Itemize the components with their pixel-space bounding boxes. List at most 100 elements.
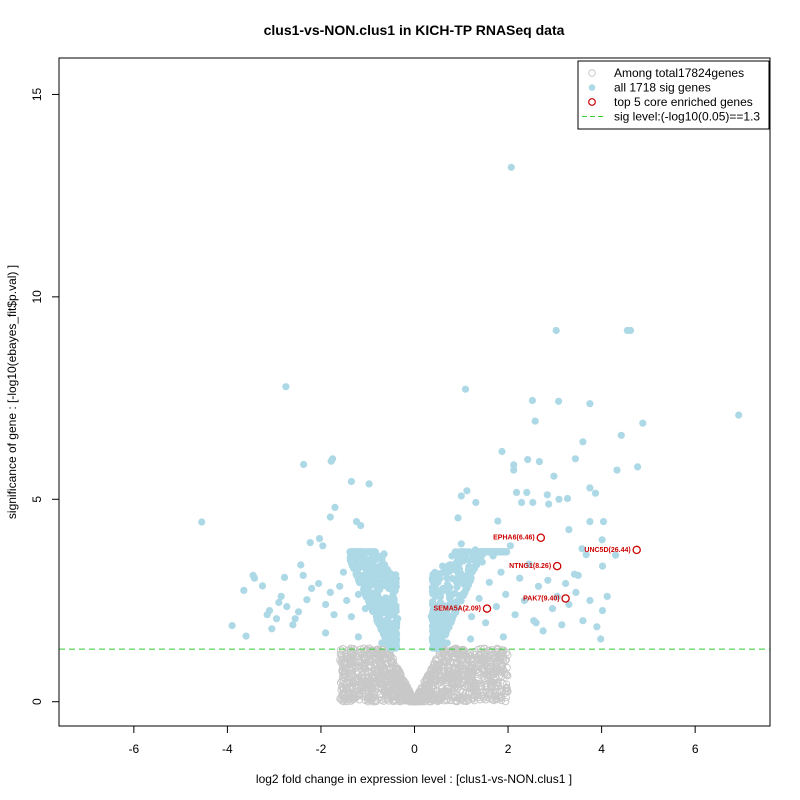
background-gene-point <box>465 669 473 677</box>
sig-gene-point <box>462 552 470 561</box>
background-gene-point <box>494 678 502 687</box>
background-gene-point <box>373 668 382 677</box>
background-gene-point <box>414 691 423 699</box>
x-tick-label: 6 <box>692 742 699 756</box>
sig-gene-point <box>492 603 500 611</box>
sig-gene-point <box>268 625 276 633</box>
sig-gene-point <box>510 461 518 469</box>
background-gene-point <box>357 651 366 659</box>
x-tick-label: 4 <box>598 742 605 756</box>
background-gene-point <box>502 648 511 657</box>
sig-gene-point <box>555 397 563 405</box>
sig-gene-point <box>438 626 446 634</box>
y-axis-label: significance of gene : [-log10(ebayes_fi… <box>5 265 19 519</box>
background-gene-point <box>477 691 485 700</box>
background-gene-point <box>448 670 457 679</box>
sig-gene-point <box>465 563 473 571</box>
sig-gene-point <box>475 594 483 603</box>
sig-gene-point <box>598 536 606 544</box>
sig-gene-point <box>362 566 370 574</box>
sig-gene-point <box>263 611 271 619</box>
background-gene-point <box>388 685 396 694</box>
x-tick-label: -6 <box>129 742 140 756</box>
background-gene-point <box>380 654 389 663</box>
sig-gene-point <box>529 498 537 507</box>
background-gene-point <box>429 690 438 699</box>
background-gene-point <box>423 675 431 683</box>
sig-gene-point <box>497 568 505 576</box>
sig-gene-point <box>510 466 518 474</box>
sig-gene-point <box>452 608 460 616</box>
sig-gene-point <box>525 560 533 568</box>
sig-gene-point <box>368 574 376 582</box>
background-gene-point <box>465 652 473 660</box>
background-gene-point <box>351 688 360 697</box>
background-gene-point <box>454 666 463 675</box>
background-gene-point <box>429 685 438 694</box>
background-gene-point <box>452 646 460 655</box>
sig-gene-point <box>299 571 307 580</box>
background-gene-point <box>381 695 390 704</box>
sig-gene-point <box>562 579 570 588</box>
x-axis-label: log2 fold change in expression level : [… <box>256 772 572 786</box>
background-gene-point <box>371 654 380 662</box>
background-gene-point <box>366 661 375 670</box>
background-gene-point <box>463 656 472 665</box>
sig-gene-point <box>455 565 464 573</box>
background-gene-point <box>452 682 460 691</box>
background-gene-point <box>341 683 350 692</box>
sig-gene-point <box>377 552 386 560</box>
background-gene-point <box>349 658 358 667</box>
legend-box <box>577 60 770 130</box>
sig-gene-point <box>565 526 573 534</box>
y-tick-label: 15 <box>30 87 44 101</box>
sig-gene-point <box>330 611 338 619</box>
background-gene-point <box>461 683 469 691</box>
sig-gene-point <box>499 633 507 641</box>
sig-gene-point <box>494 548 502 556</box>
core-gene-point <box>536 533 546 542</box>
background-gene-point <box>451 693 459 701</box>
sig-gene-point <box>579 438 587 446</box>
sig-gene-point <box>534 582 543 590</box>
sig-gene-point <box>572 588 580 597</box>
background-gene-point <box>454 692 462 700</box>
legend-marker-core <box>588 98 596 106</box>
sig-gene-point <box>574 571 582 580</box>
sig-gene-point <box>524 456 532 464</box>
legend-marker-background <box>588 69 596 77</box>
sig-gene-point <box>586 518 594 526</box>
core-gene-point <box>632 545 641 555</box>
sig-gene-point <box>381 601 389 609</box>
y-tick-label: 0 <box>30 698 44 705</box>
background-gene-point <box>450 653 458 661</box>
background-gene-point <box>338 682 346 691</box>
sig-gene-point <box>347 613 355 621</box>
sig-gene-point <box>386 638 394 647</box>
sig-gene-point <box>498 447 506 456</box>
sig-gene-point <box>735 411 743 419</box>
sig-gene-point <box>617 431 625 439</box>
sig-gene-point <box>484 548 493 556</box>
sig-gene-point <box>308 584 316 593</box>
background-gene-point <box>484 664 493 672</box>
background-gene-point <box>454 659 462 667</box>
background-gene-point <box>497 672 506 681</box>
sig-gene-point <box>277 592 285 601</box>
sig-gene-point <box>586 400 594 408</box>
sig-gene-point <box>315 535 324 543</box>
sig-gene-point <box>558 621 566 629</box>
sig-gene-point <box>347 477 355 486</box>
background-gene-point <box>452 674 461 683</box>
background-gene-point <box>429 696 438 705</box>
legend-marker-sig <box>588 84 596 91</box>
sig-gene-point <box>511 611 519 619</box>
sig-gene-point <box>550 472 558 480</box>
sig-gene-point <box>354 563 362 572</box>
background-gene-point <box>380 675 389 684</box>
x-axis: -6 -4 -2 0 2 4 6 <box>129 725 699 756</box>
sig-gene-point <box>389 602 397 611</box>
sig-gene-point <box>240 586 248 595</box>
sig-gene-point <box>228 622 236 630</box>
background-gene-point <box>465 664 473 673</box>
